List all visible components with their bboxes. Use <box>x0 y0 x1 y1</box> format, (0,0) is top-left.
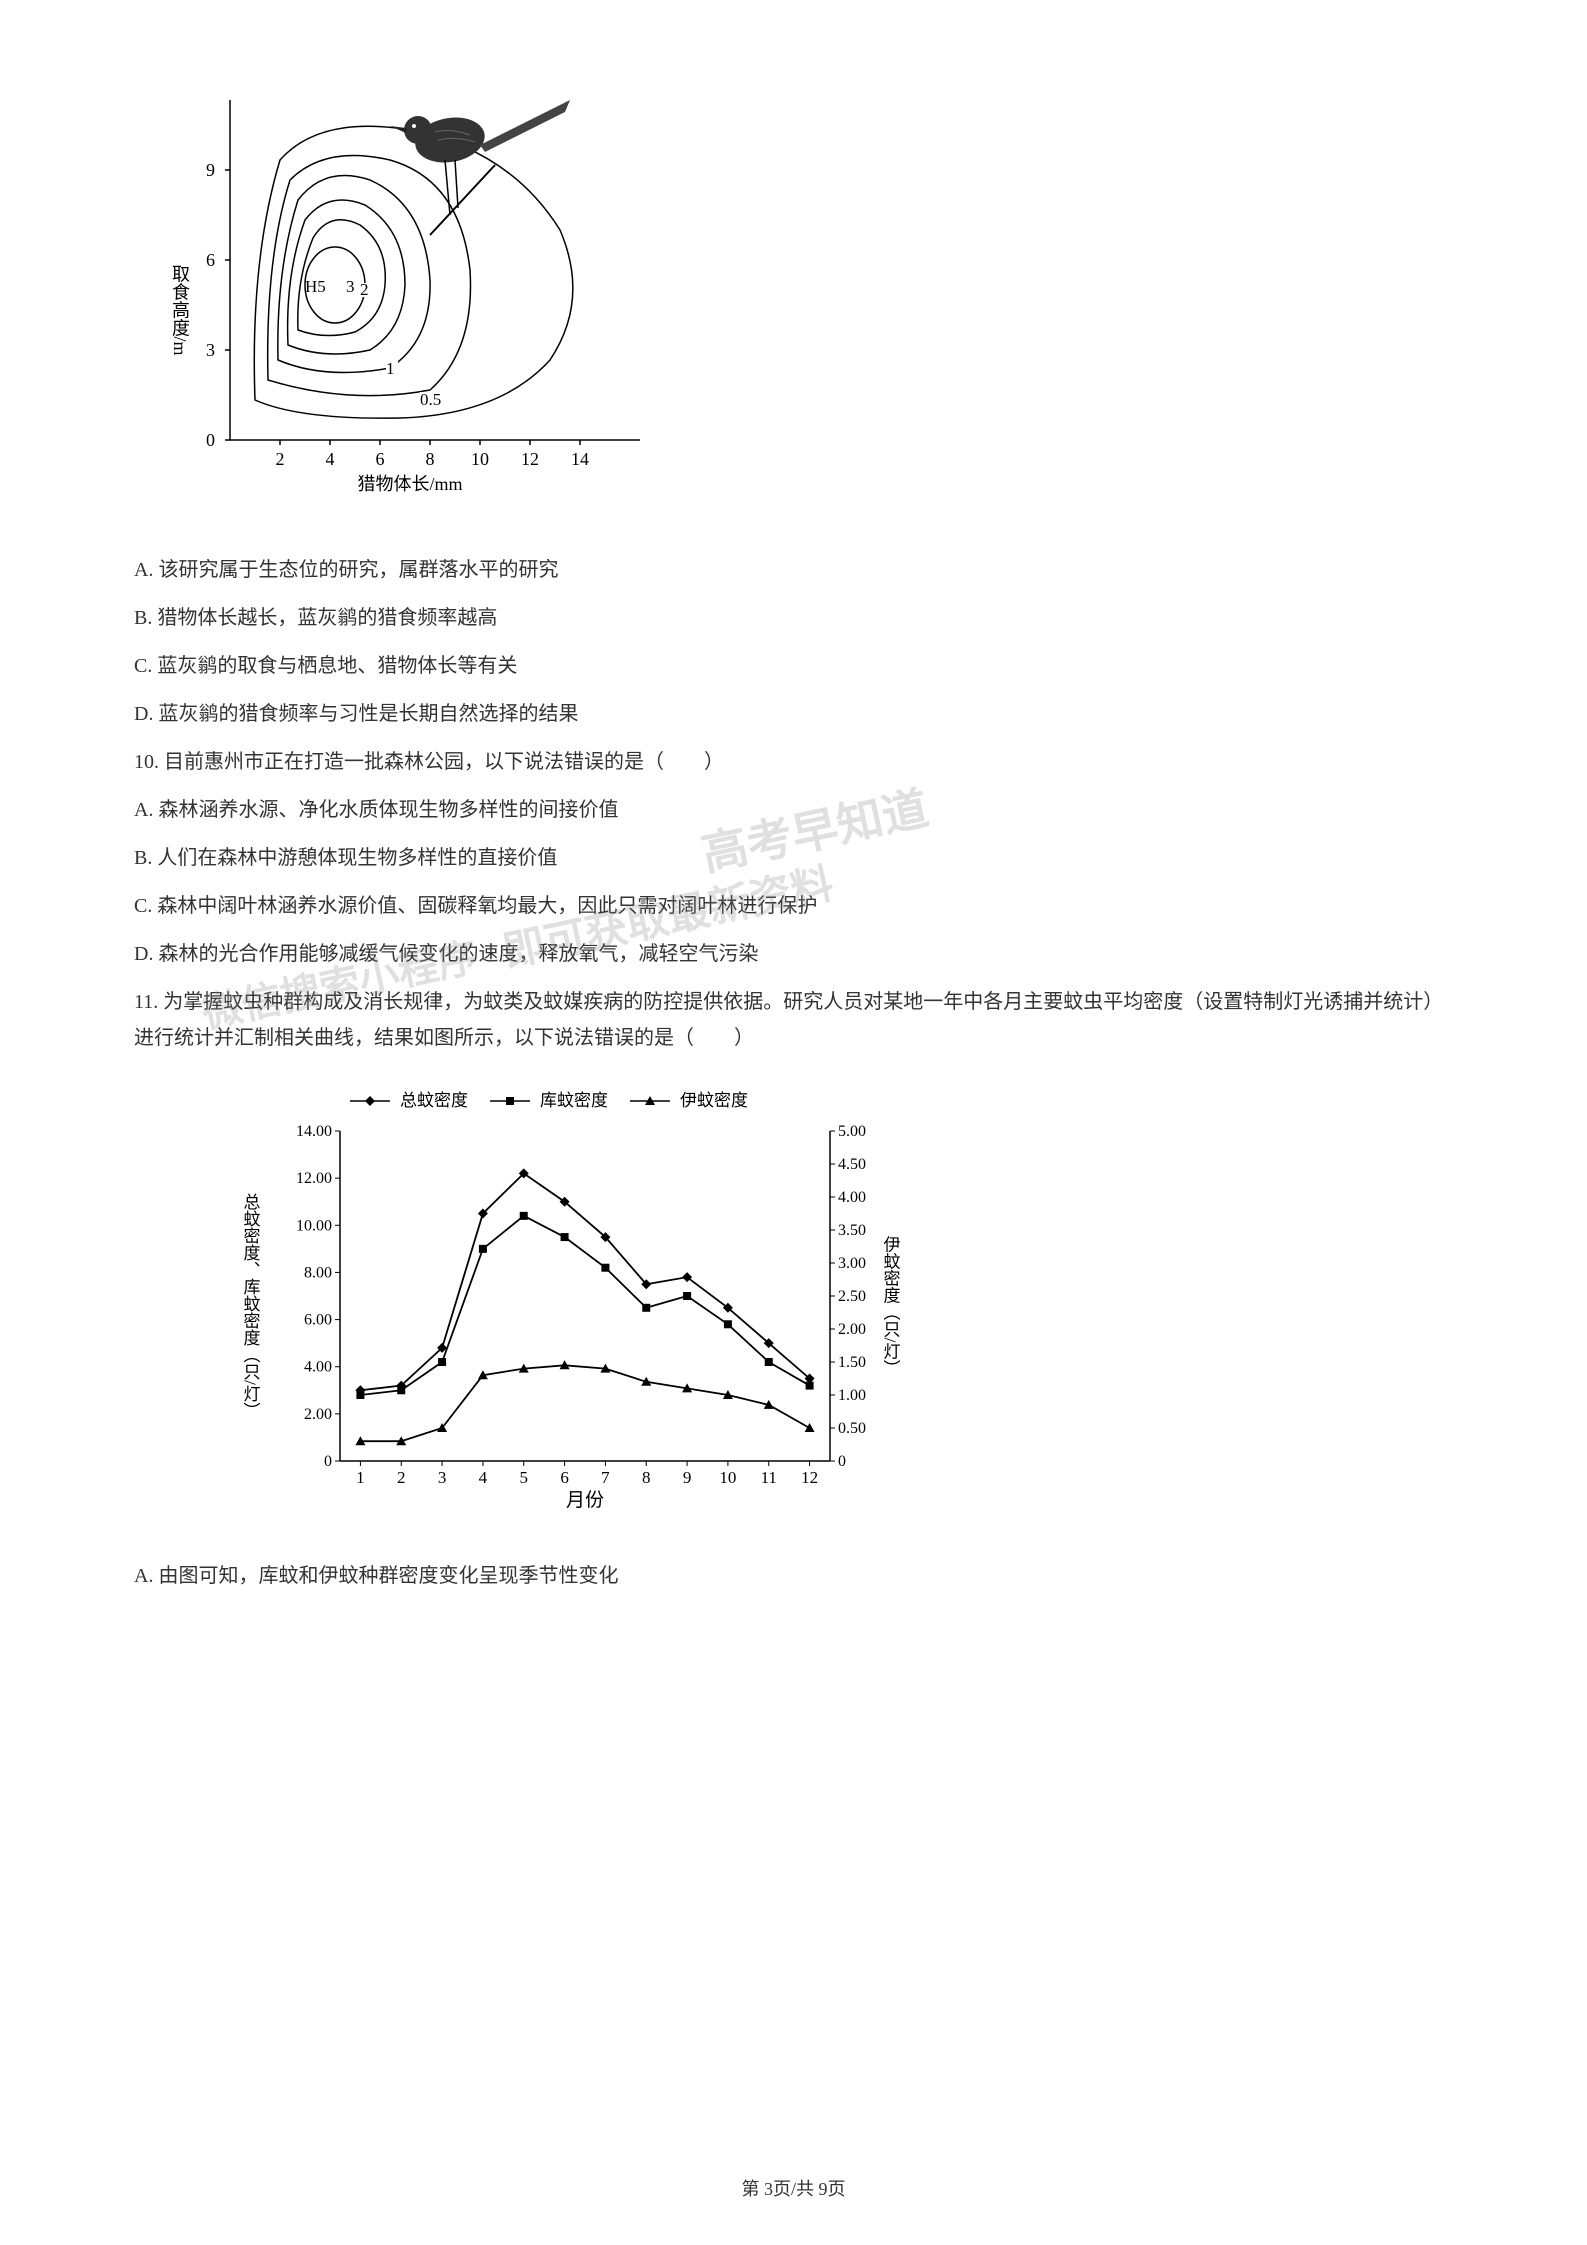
svg-text:H5: H5 <box>305 277 326 296</box>
svg-text:6.00: 6.00 <box>304 1312 332 1329</box>
svg-text:8: 8 <box>642 1468 651 1487</box>
svg-text:6: 6 <box>376 449 385 469</box>
bird-illustration <box>390 100 570 235</box>
option-b-q10: B. 人们在森林中游憩体现生物多样性的直接价值 <box>130 840 1457 876</box>
chart2-legend: 总蚊密度 库蚊密度 伊蚊密度 <box>350 1091 748 1110</box>
svg-text:2: 2 <box>397 1468 406 1487</box>
svg-text:4: 4 <box>479 1468 488 1487</box>
svg-text:1.00: 1.00 <box>838 1387 866 1404</box>
svg-text:总蚊密度、库蚊密度（只/灯）: 总蚊密度、库蚊密度（只/灯） <box>241 1193 261 1419</box>
svg-text:6: 6 <box>206 250 215 270</box>
svg-text:12: 12 <box>521 449 539 469</box>
svg-text:2.50: 2.50 <box>838 1288 866 1305</box>
svg-text:总蚊密度: 总蚊密度 <box>400 1091 468 1110</box>
svg-text:取食高度/m: 取食高度/m <box>170 264 190 355</box>
svg-text:9: 9 <box>683 1468 692 1487</box>
option-a-q11: A. 由图可知，库蚊和伊蚊种群密度变化呈现季节性变化 <box>130 1558 1457 1594</box>
svg-text:4: 4 <box>326 449 335 469</box>
svg-text:5: 5 <box>520 1468 529 1487</box>
chart1-container: 0 3 6 9 取食高度/m 2 4 6 8 10 12 14 猎物体长/mm <box>130 60 1457 512</box>
svg-text:10.00: 10.00 <box>296 1217 332 1234</box>
svg-text:10: 10 <box>719 1468 736 1487</box>
svg-text:1: 1 <box>356 1468 365 1487</box>
svg-text:0: 0 <box>838 1453 846 1470</box>
svg-text:11: 11 <box>761 1468 777 1487</box>
svg-text:12: 12 <box>801 1468 818 1487</box>
svg-text:库蚊密度: 库蚊密度 <box>540 1091 608 1110</box>
svg-text:0.50: 0.50 <box>838 1420 866 1437</box>
svg-text:0: 0 <box>324 1453 332 1470</box>
svg-text:3: 3 <box>206 340 215 360</box>
svg-text:12.00: 12.00 <box>296 1170 332 1187</box>
svg-text:4.00: 4.00 <box>838 1189 866 1206</box>
svg-text:月份: 月份 <box>566 1489 604 1511</box>
svg-text:4.00: 4.00 <box>304 1359 332 1376</box>
svg-text:10: 10 <box>471 449 489 469</box>
svg-text:8.00: 8.00 <box>304 1264 332 1281</box>
svg-text:1.50: 1.50 <box>838 1354 866 1371</box>
question-10-text: 10. 目前惠州市正在打造一批森林公园，以下说法错误的是（ ） <box>130 744 1457 780</box>
option-d-q1: D. 蓝灰鹟的猎食频率与习性是长期自然选择的结果 <box>130 696 1457 732</box>
svg-text:3.50: 3.50 <box>838 1222 866 1239</box>
mosquito-chart: 总蚊密度 库蚊密度 伊蚊密度 总蚊密度、库蚊密度（只/灯） 伊蚊密度（只/灯） … <box>230 1076 910 1516</box>
chart2-container: 总蚊密度 库蚊密度 伊蚊密度 总蚊密度、库蚊密度（只/灯） 伊蚊密度（只/灯） … <box>230 1076 1457 1528</box>
contour-chart: 0 3 6 9 取食高度/m 2 4 6 8 10 12 14 猎物体长/mm <box>150 60 670 500</box>
svg-text:3: 3 <box>346 277 355 296</box>
svg-text:3.00: 3.00 <box>838 1255 866 1272</box>
svg-text:伊蚊密度（只/灯）: 伊蚊密度（只/灯） <box>881 1236 901 1377</box>
svg-text:9: 9 <box>206 160 215 180</box>
svg-text:14.00: 14.00 <box>296 1123 332 1140</box>
svg-text:5.00: 5.00 <box>838 1123 866 1140</box>
option-b-q1: B. 猎物体长越长，蓝灰鹟的猎食频率越高 <box>130 600 1457 636</box>
svg-text:2: 2 <box>276 449 285 469</box>
svg-text:2: 2 <box>360 280 369 299</box>
option-c-q10: C. 森林中阔叶林涵养水源价值、固碳释氧均最大，因此只需对阔叶林进行保护 <box>130 888 1457 924</box>
svg-text:4.50: 4.50 <box>838 1156 866 1173</box>
option-a-q10: A. 森林涵养水源、净化水质体现生物多样性的间接价值 <box>130 792 1457 828</box>
page-footer: 第 3页/共 9页 <box>0 2173 1587 2205</box>
option-c-q1: C. 蓝灰鹟的取食与栖息地、猎物体长等有关 <box>130 648 1457 684</box>
svg-text:8: 8 <box>426 449 435 469</box>
svg-text:伊蚊密度: 伊蚊密度 <box>680 1091 748 1110</box>
option-d-q10: D. 森林的光合作用能够减缓气候变化的速度，释放氧气，减轻空气污染 <box>130 936 1457 972</box>
svg-text:14: 14 <box>571 449 589 469</box>
svg-text:2.00: 2.00 <box>304 1406 332 1423</box>
watermark-1: 高考早知道 <box>694 767 936 896</box>
svg-text:1: 1 <box>386 359 395 378</box>
svg-text:2.00: 2.00 <box>838 1321 866 1338</box>
svg-text:6: 6 <box>560 1468 569 1487</box>
svg-text:0.5: 0.5 <box>420 390 441 409</box>
svg-text:7: 7 <box>601 1468 610 1487</box>
svg-text:0: 0 <box>206 430 215 450</box>
question-11-text: 11. 为掌握蚊虫种群构成及消长规律，为蚊类及蚊媒疾病的防控提供依据。研究人员对… <box>130 984 1457 1056</box>
option-a-q1: A. 该研究属于生态位的研究，属群落水平的研究 <box>130 552 1457 588</box>
svg-text:猎物体长/mm: 猎物体长/mm <box>357 474 462 494</box>
svg-text:3: 3 <box>438 1468 447 1487</box>
